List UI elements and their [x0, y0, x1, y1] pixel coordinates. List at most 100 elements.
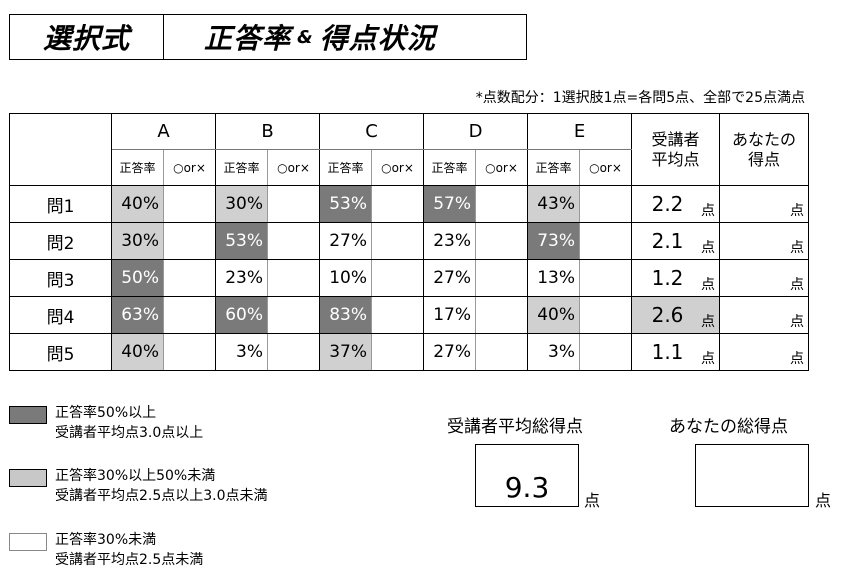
- your-score-cell[interactable]: 点: [719, 333, 809, 371]
- correct-rate-cell: 40%: [527, 296, 580, 334]
- avg-score-header-line2: 平均点: [651, 149, 700, 169]
- answer-mark-cell[interactable]: [475, 259, 528, 297]
- avg-score-cell: 1.1 点: [631, 333, 720, 371]
- page-title: 正答率 & 得点状況: [164, 14, 527, 60]
- answer-mark-cell[interactable]: [371, 259, 424, 297]
- avg-score-header-line1: 受講者: [651, 129, 700, 149]
- choice-header-b: B: [215, 113, 320, 150]
- table-row: 問5 40% 3% 37% 27% 3% 1.1 点 点: [9, 333, 809, 371]
- answer-mark-cell[interactable]: [163, 222, 216, 260]
- title-bar: 選択式 正答率 & 得点状況: [9, 14, 527, 60]
- your-score-unit: 点: [790, 277, 804, 293]
- your-score-unit: 点: [790, 314, 804, 330]
- correct-rate-cell: 27%: [423, 259, 476, 297]
- avg-score-value: 2.2: [651, 192, 684, 216]
- your-score-cell[interactable]: 点: [719, 222, 809, 260]
- your-score-cell[interactable]: 点: [719, 185, 809, 223]
- answer-mark-cell[interactable]: [371, 222, 424, 260]
- answer-mark-cell[interactable]: [475, 185, 528, 223]
- legend-text: 正答率30%以上50%未満受講者平均点2.5点以上3.0点未満: [55, 466, 268, 506]
- correct-rate-cell: 63%: [111, 296, 164, 334]
- legend-line1: 正答率30%未満: [55, 532, 157, 548]
- question-label: 問3: [9, 259, 112, 297]
- rate-subheader-c: 正答率: [319, 149, 372, 186]
- correct-rate-cell: 53%: [215, 222, 268, 260]
- avg-score-unit: 点: [701, 240, 715, 256]
- table-row: 問4 63% 60% 83% 17% 40% 2.6 点 点: [9, 296, 809, 334]
- answer-mark-cell[interactable]: [579, 185, 632, 223]
- answer-mark-cell[interactable]: [267, 185, 320, 223]
- legend-line1: 正答率50%以上: [55, 405, 157, 421]
- page-title-amp: &: [297, 26, 314, 48]
- avg-score-cell: 2.2 点: [631, 185, 720, 223]
- legend-line2: 受講者平均点3.0点以上: [55, 425, 204, 441]
- mark-subheader-c: ○or×: [371, 149, 424, 186]
- question-label: 問4: [9, 296, 112, 334]
- avg-score-value: 1.2: [651, 266, 684, 290]
- avg-total-value: 9.3: [504, 471, 550, 504]
- score-allocation-note: *点数配分：1選択肢1点=各問5点、全部で25点満点: [475, 90, 805, 106]
- mark-subheader-b: ○or×: [267, 149, 320, 186]
- answer-mark-cell[interactable]: [579, 259, 632, 297]
- avg-score-header: 受講者 平均点: [631, 113, 720, 186]
- choice-header-a: A: [111, 113, 216, 150]
- your-score-cell[interactable]: 点: [719, 296, 809, 334]
- mark-subheader-d: ○or×: [475, 149, 528, 186]
- table-row: 問2 30% 53% 27% 23% 73% 2.1 点 点: [9, 222, 809, 260]
- answer-mark-cell[interactable]: [163, 185, 216, 223]
- answer-mark-cell[interactable]: [475, 296, 528, 334]
- correct-rate-cell: 83%: [319, 296, 372, 334]
- your-score-header: あなたの 得点: [719, 113, 809, 186]
- page-title-part1: 正答率: [204, 22, 292, 55]
- your-total-box[interactable]: [695, 444, 809, 507]
- legend-item: 正答率30%未満 受講者平均点2.5点未満: [9, 530, 369, 574]
- answer-mark-cell[interactable]: [267, 333, 320, 371]
- answer-mark-cell[interactable]: [579, 222, 632, 260]
- choice-header-d: D: [423, 113, 528, 150]
- avg-score-unit: 点: [701, 314, 715, 330]
- answer-mark-cell[interactable]: [475, 333, 528, 371]
- header-row-choices: A B C D E 受講者 平均点 あなたの 得点: [9, 113, 809, 186]
- answer-mark-cell[interactable]: [163, 333, 216, 371]
- answer-mark-cell[interactable]: [267, 222, 320, 260]
- header-row-sub: 正答率 ○or× 正答率 ○or× 正答率 ○or× 正答率 ○or× 正答率 ○or×: [10, 149, 809, 186]
- answer-mark-cell[interactable]: [475, 222, 528, 260]
- avg-score-cell: 2.6 点: [631, 296, 720, 334]
- choice-header-e: E: [527, 113, 632, 150]
- answer-mark-cell[interactable]: [579, 333, 632, 371]
- avg-total-label: 受講者平均総得点: [447, 417, 583, 437]
- answer-mark-cell[interactable]: [579, 296, 632, 334]
- rate-subheader-a: 正答率: [111, 149, 164, 186]
- correct-rate-cell: 27%: [423, 333, 476, 371]
- your-score-unit: 点: [790, 240, 804, 256]
- answer-mark-cell[interactable]: [163, 259, 216, 297]
- correct-rate-cell: 30%: [215, 185, 268, 223]
- legend-item: 正答率30%以上50%未満受講者平均点2.5点以上3.0点未満: [9, 466, 369, 510]
- page-title-part2: 得点状況: [319, 22, 436, 55]
- question-label: 問2: [9, 222, 112, 260]
- correct-rate-cell: 30%: [111, 222, 164, 260]
- question-label: 問5: [9, 333, 112, 371]
- answer-mark-cell[interactable]: [371, 185, 424, 223]
- your-total-label: あなたの総得点: [669, 417, 788, 437]
- legend-line1: 正答率30%以上50%未満: [55, 468, 216, 484]
- correct-rate-cell: 23%: [423, 222, 476, 260]
- your-score-cell[interactable]: 点: [719, 259, 809, 297]
- your-score-header-line1: あなたの: [731, 129, 796, 149]
- legend-line2: 受講者平均点2.5点以上3.0点未満: [55, 488, 268, 504]
- your-score-header-line2: 得点: [747, 149, 780, 169]
- your-score-unit: 点: [790, 351, 804, 367]
- answer-mark-cell[interactable]: [163, 296, 216, 334]
- your-total-unit: 点: [815, 491, 832, 510]
- answer-mark-cell[interactable]: [267, 259, 320, 297]
- table-row: 問3 50% 23% 10% 27% 13% 1.2 点 点: [9, 259, 809, 297]
- rate-subheader-e: 正答率: [527, 149, 580, 186]
- answer-mark-cell[interactable]: [371, 333, 424, 371]
- corner-cell: [9, 113, 112, 186]
- correct-rate-cell: 27%: [319, 222, 372, 260]
- mark-subheader-a: ○or×: [163, 149, 216, 186]
- answer-mark-cell[interactable]: [267, 296, 320, 334]
- correct-rate-cell: 23%: [215, 259, 268, 297]
- correct-rate-cell: 3%: [527, 333, 580, 371]
- answer-mark-cell[interactable]: [371, 296, 424, 334]
